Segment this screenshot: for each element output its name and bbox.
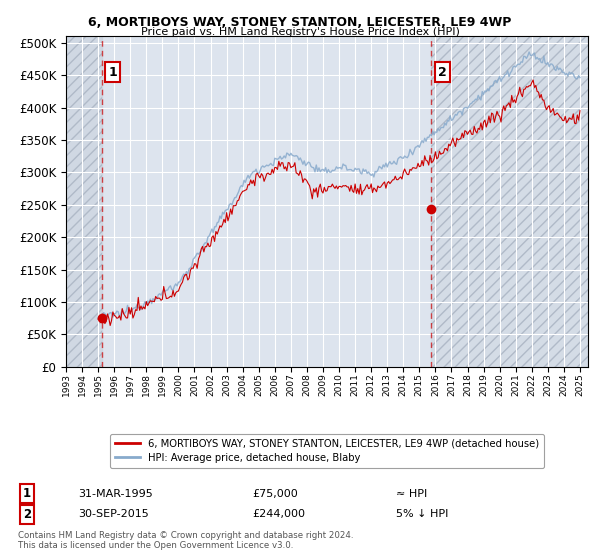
Bar xyxy=(66,36,102,367)
Bar xyxy=(66,36,102,367)
Text: 30-SEP-2015: 30-SEP-2015 xyxy=(78,509,149,519)
Text: 1: 1 xyxy=(23,487,31,501)
Text: 2: 2 xyxy=(438,66,446,78)
Text: 31-MAR-1995: 31-MAR-1995 xyxy=(78,489,153,499)
Text: 5% ↓ HPI: 5% ↓ HPI xyxy=(396,509,448,519)
Text: 1: 1 xyxy=(109,66,118,78)
Text: Price paid vs. HM Land Registry's House Price Index (HPI): Price paid vs. HM Land Registry's House … xyxy=(140,27,460,37)
Bar xyxy=(431,36,588,367)
Bar xyxy=(431,36,588,367)
Text: 2: 2 xyxy=(23,507,31,521)
Text: £244,000: £244,000 xyxy=(252,509,305,519)
Text: £75,000: £75,000 xyxy=(252,489,298,499)
Text: 6, MORTIBOYS WAY, STONEY STANTON, LEICESTER, LE9 4WP: 6, MORTIBOYS WAY, STONEY STANTON, LEICES… xyxy=(88,16,512,29)
Legend: 6, MORTIBOYS WAY, STONEY STANTON, LEICESTER, LE9 4WP (detached house), HPI: Aver: 6, MORTIBOYS WAY, STONEY STANTON, LEICES… xyxy=(110,433,544,468)
Text: Contains HM Land Registry data © Crown copyright and database right 2024.
This d: Contains HM Land Registry data © Crown c… xyxy=(18,530,353,550)
Text: ≈ HPI: ≈ HPI xyxy=(396,489,427,499)
